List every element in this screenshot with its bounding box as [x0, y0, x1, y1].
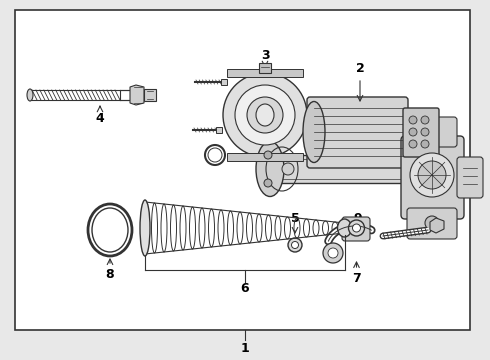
Text: 4: 4	[96, 112, 104, 125]
Bar	[260, 155, 460, 183]
Circle shape	[235, 85, 295, 145]
Polygon shape	[130, 85, 144, 105]
Bar	[15, 10, 470, 330]
Text: 3: 3	[261, 49, 270, 62]
Text: 8: 8	[106, 267, 114, 280]
Circle shape	[421, 140, 429, 148]
Circle shape	[421, 128, 429, 136]
Ellipse shape	[303, 102, 325, 162]
Circle shape	[409, 116, 417, 124]
Circle shape	[264, 179, 272, 187]
Circle shape	[323, 243, 343, 263]
Text: 7: 7	[352, 271, 361, 284]
FancyBboxPatch shape	[401, 136, 464, 219]
Text: 2: 2	[356, 62, 365, 75]
FancyBboxPatch shape	[407, 117, 457, 147]
Ellipse shape	[338, 219, 351, 237]
Text: 9: 9	[354, 212, 362, 225]
Bar	[216, 127, 222, 133]
Circle shape	[328, 248, 338, 258]
Circle shape	[410, 153, 454, 197]
Circle shape	[288, 238, 302, 252]
Circle shape	[348, 220, 365, 236]
FancyBboxPatch shape	[407, 208, 457, 239]
Ellipse shape	[92, 208, 128, 252]
FancyBboxPatch shape	[342, 217, 370, 241]
Circle shape	[282, 163, 294, 175]
Bar	[221, 79, 227, 85]
Ellipse shape	[140, 200, 150, 256]
Text: 6: 6	[241, 282, 249, 294]
Circle shape	[425, 216, 439, 230]
Circle shape	[292, 242, 298, 248]
Circle shape	[418, 161, 446, 189]
Text: 1: 1	[241, 342, 249, 355]
Bar	[144, 89, 156, 101]
Polygon shape	[430, 218, 444, 233]
Ellipse shape	[256, 104, 274, 126]
FancyBboxPatch shape	[307, 97, 408, 168]
Bar	[259, 63, 271, 73]
Bar	[227, 69, 303, 77]
Circle shape	[352, 224, 361, 232]
Circle shape	[223, 73, 307, 157]
Polygon shape	[145, 202, 344, 254]
Circle shape	[247, 97, 283, 133]
Circle shape	[208, 148, 222, 162]
Text: 5: 5	[291, 212, 299, 225]
FancyBboxPatch shape	[457, 157, 483, 198]
Ellipse shape	[256, 141, 284, 197]
Circle shape	[264, 151, 272, 159]
Circle shape	[421, 116, 429, 124]
Circle shape	[409, 128, 417, 136]
Circle shape	[409, 140, 417, 148]
Ellipse shape	[27, 89, 33, 101]
FancyBboxPatch shape	[403, 108, 439, 157]
Bar	[227, 153, 303, 161]
